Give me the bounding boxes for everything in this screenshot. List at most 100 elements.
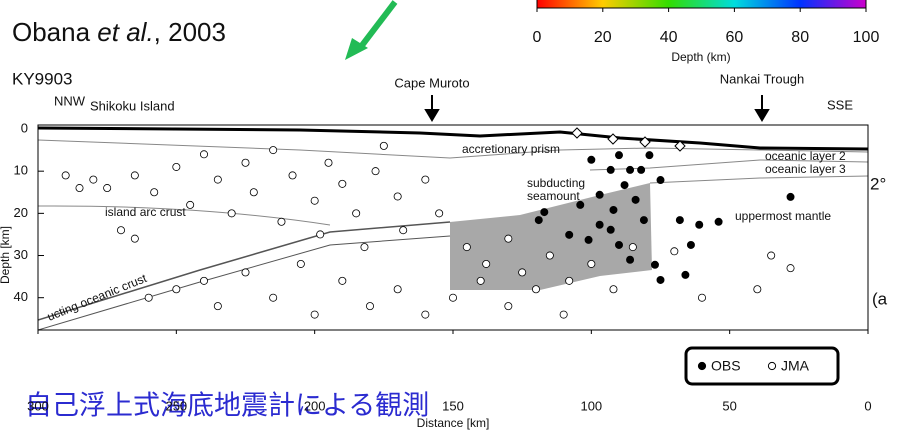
point [436,210,443,217]
point [519,269,526,276]
point [566,231,573,238]
point [422,176,429,183]
point [339,180,346,187]
point [626,166,633,173]
point [297,260,304,267]
legend-marker [768,362,775,369]
annotation: subducting [527,176,585,190]
point [607,226,614,233]
point [566,277,573,284]
point [626,256,633,263]
point [366,303,373,310]
legend-label: OBS [711,358,741,374]
point [671,248,678,255]
section: accretionary prism oceanic layer 2oceanic… [38,125,868,330]
point [173,163,180,170]
point [657,276,664,283]
point [270,294,277,301]
point [632,196,639,203]
arrow [756,95,768,120]
legend-label: JMA [781,358,810,374]
x-tick-label: 300 [27,398,49,413]
point [339,277,346,284]
point [585,236,592,243]
x-tick-label: 80 [791,29,809,46]
y-axis-label: Depth [km] [0,226,12,284]
point [754,286,761,293]
point [535,216,542,223]
point [278,218,285,225]
point [250,189,257,196]
annotation: accretionary prism [462,142,560,156]
annotation: NNW [54,93,86,108]
x-tick-label: 20 [594,29,612,46]
point [532,286,539,293]
point [104,184,111,191]
x-tick-label: 40 [660,29,678,46]
x-tick-label: 200 [304,398,326,413]
point [311,197,318,204]
point [640,216,647,223]
legend [686,348,838,384]
y-tick-label: 20 [14,205,28,220]
point [577,201,584,208]
colorbar-label: Depth (km) [671,50,730,64]
point [682,271,689,278]
point [394,193,401,200]
annotation: uppermost mantle [735,209,831,223]
annotation: oceanic layer 3 [765,162,846,176]
point [541,208,548,215]
point [380,142,387,149]
annotation: seamount [527,189,580,203]
point [463,243,470,250]
point [394,286,401,293]
y-tick-label: 0 [21,120,28,135]
point [687,241,694,248]
point [353,210,360,217]
colorbar [537,0,866,8]
x-tick-label: 50 [722,398,736,413]
point [242,269,249,276]
point [214,303,221,310]
annotation: island arc crust [105,205,186,219]
point [615,241,622,248]
profile-name: KY9903 [12,69,73,88]
point [449,294,456,301]
point [588,260,595,267]
annotation: Nankai Trough [720,71,805,86]
citation: Obana et al., 2003 [12,17,226,47]
point [483,260,490,267]
point [657,176,664,183]
point [676,216,683,223]
point [131,172,138,179]
point [372,168,379,175]
point [505,303,512,310]
point [200,277,207,284]
point [696,221,703,228]
point [187,201,194,208]
annotation: oceanic layer 2 [765,149,846,163]
x-tick-label: 60 [726,29,744,46]
point [317,231,324,238]
point [228,210,235,217]
point [588,156,595,163]
point [610,286,617,293]
figure: Obana et al., 2003 accretionary prism oce… [0,0,899,438]
point [311,311,318,318]
point [607,166,614,173]
point [422,311,429,318]
y-tick-label: 30 [14,247,28,262]
green-arrow [360,2,395,48]
side-label: 2° [870,174,886,193]
point [325,159,332,166]
side-label: (a [872,289,888,308]
y-tick-label: 10 [14,163,28,178]
point [651,261,658,268]
point [173,286,180,293]
point [629,243,636,250]
point [596,221,603,228]
x-tick-label: 250 [165,398,187,413]
legend-marker [698,362,705,369]
point [768,252,775,259]
point [145,294,152,301]
